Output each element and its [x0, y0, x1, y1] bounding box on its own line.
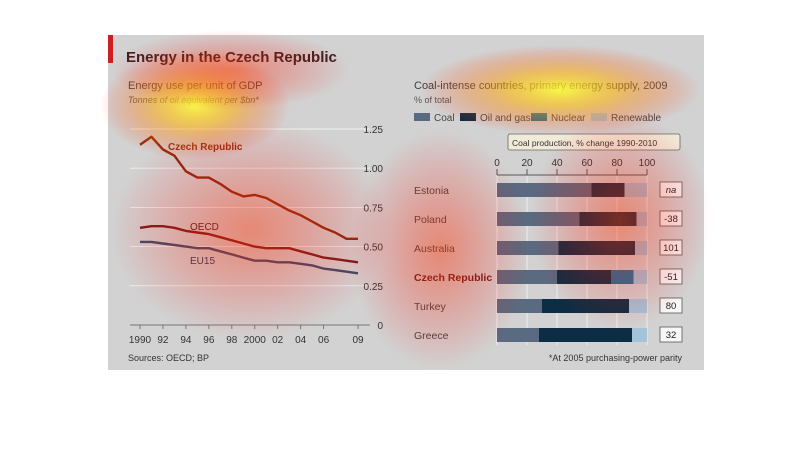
- line-x-tick-label: 06: [318, 335, 330, 346]
- side-value: 80: [666, 301, 677, 312]
- accent-bar: [108, 35, 113, 63]
- bar-category-label: Greece: [414, 330, 449, 342]
- series-label-czech: Czech Republic: [168, 142, 243, 153]
- bar-segment-oil-and-gas: [579, 212, 637, 226]
- bar-segment-renewable: [635, 241, 647, 255]
- bar-row: Greece 32: [414, 326, 683, 343]
- bar-row: Czech Republic -51: [414, 268, 683, 285]
- figure: Energy in the Czech Republic Energy use …: [108, 35, 704, 370]
- bar-segment-renewable: [629, 299, 647, 313]
- line-x-tick-label: 2000: [244, 335, 267, 346]
- bar-x-tick-label: 20: [521, 158, 533, 169]
- line-x-tick-label: 94: [180, 335, 192, 346]
- bar-segment-coal: [497, 328, 539, 342]
- bar-chart-subtitle: % of total: [414, 95, 452, 105]
- legend-label: Nuclear: [551, 113, 586, 124]
- bar-segment-renewable: [632, 328, 647, 342]
- line-x-tick-label: 92: [157, 335, 169, 346]
- bar-row: Poland -38: [414, 210, 683, 227]
- bar-chart-x-ticks: 0 20 40 60 80 100: [494, 158, 656, 176]
- bar-x-tick-label: 40: [551, 158, 563, 169]
- line-y-tick-label: 0: [377, 321, 383, 332]
- bar-segment-coal: [497, 183, 592, 197]
- line-y-tick-label: 0.50: [364, 243, 384, 254]
- bar-row: Turkey 80: [414, 297, 683, 314]
- bar-segment-oil-and-gas: [539, 328, 632, 342]
- bar-segment-oil-and-gas: [557, 270, 611, 284]
- bar-segment-nuclear: [611, 270, 634, 284]
- side-column-title: Coal production, % change 1990-2010: [512, 138, 657, 148]
- bar-segment-renewable: [633, 270, 647, 284]
- side-value: 32: [666, 330, 677, 341]
- line-x-tick-label: 04: [295, 335, 307, 346]
- line-y-tick-label: 0.75: [364, 203, 384, 214]
- figure-title: Energy in the Czech Republic: [126, 49, 337, 66]
- side-value: 101: [663, 243, 679, 254]
- bar-x-tick-label: 0: [494, 158, 500, 169]
- legend-label: Coal: [434, 113, 455, 124]
- line-x-tick-label: 96: [203, 335, 215, 346]
- bar-category-label: Estonia: [414, 185, 449, 197]
- series-label-eu15: EU15: [190, 256, 215, 267]
- bar-chart-title: Coal-intense countries, primary energy s…: [414, 80, 668, 92]
- line-chart-x-ticks: 1990 92 94 96 98 2000 02 04 06 09: [129, 325, 364, 346]
- bar-chart-rows: Estonia na Poland -38 Australia 101 Czech Repu…: [414, 181, 683, 343]
- line-y-tick-label: 1.00: [364, 164, 384, 175]
- bar-segment-coal: [497, 299, 542, 313]
- figure-canvas: Energy in the Czech Republic Energy use …: [108, 35, 683, 363]
- legend-swatch: [531, 113, 547, 121]
- side-value: na: [666, 185, 677, 196]
- legend-swatch: [460, 113, 476, 121]
- series-label-oecd: OECD: [190, 222, 219, 233]
- line-chart-title: Energy use per unit of GDP: [128, 80, 263, 92]
- line-chart-subtitle: Tonnes of oil equivalent per $bn*: [128, 95, 259, 105]
- line-x-tick-label: 98: [226, 335, 238, 346]
- source-note: Sources: OECD; BP: [128, 353, 209, 363]
- bar-row: Estonia na: [414, 181, 683, 198]
- bar-x-tick-label: 60: [581, 158, 593, 169]
- line-x-tick-label: 09: [352, 335, 364, 346]
- bar-category-label: Australia: [414, 243, 455, 255]
- bar-segment-renewable: [624, 183, 647, 197]
- legend-swatch: [591, 113, 607, 121]
- bar-segment-coal: [497, 212, 580, 226]
- side-value: -38: [664, 214, 678, 225]
- bar-segment-coal: [497, 270, 557, 284]
- footnote: *At 2005 purchasing-power parity: [549, 353, 683, 363]
- legend-swatch: [414, 113, 430, 121]
- bar-x-tick-label: 80: [611, 158, 623, 169]
- legend-label: Oil and gas: [480, 113, 531, 124]
- bar-category-label: Poland: [414, 214, 447, 226]
- bar-x-tick-label: 100: [639, 158, 656, 169]
- legend-label: Renewable: [611, 113, 661, 124]
- bar-segment-renewable: [636, 212, 647, 226]
- bar-row: Australia 101: [414, 239, 683, 256]
- line-x-tick-label: 1990: [129, 335, 152, 346]
- bar-category-label: Czech Republic: [414, 272, 492, 284]
- line-y-tick-label: 0.25: [364, 282, 384, 293]
- side-value: -51: [664, 272, 678, 283]
- line-y-tick-label: 1.25: [364, 125, 384, 136]
- line-chart-series: [139, 135, 359, 275]
- bar-segment-coal: [497, 241, 559, 255]
- bar-segment-oil-and-gas: [542, 299, 629, 313]
- line-chart-y-ticks: 0 0.25 0.50 0.75 1.00 1.25: [364, 125, 384, 332]
- bar-segment-oil-and-gas: [558, 241, 635, 255]
- line-x-tick-label: 02: [272, 335, 284, 346]
- bar-chart-legend: Coal Oil and gas Nuclear Renewable: [414, 113, 661, 124]
- bar-category-label: Turkey: [414, 301, 446, 313]
- bar-segment-oil-and-gas: [591, 183, 625, 197]
